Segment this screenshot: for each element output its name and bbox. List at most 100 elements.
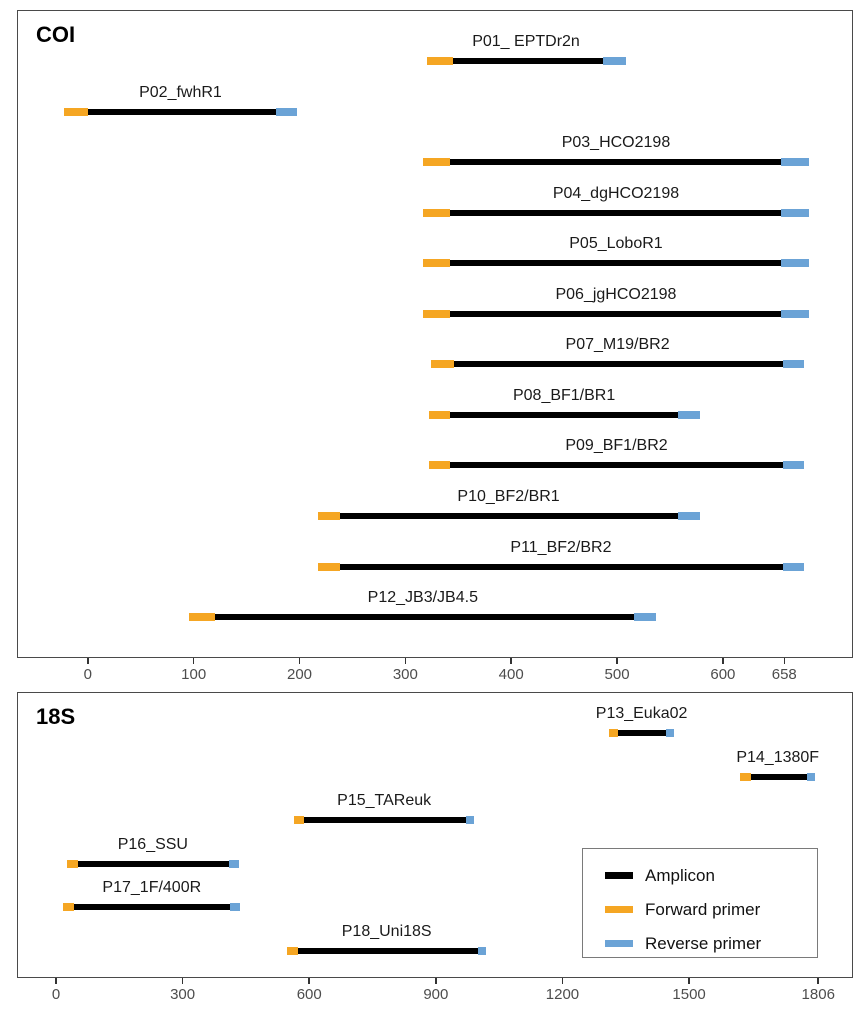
primer-label: P09_BF1/BR2: [565, 437, 668, 455]
legend-swatch-amplicon: [605, 872, 633, 879]
x-axis-tick-label: 200: [287, 666, 313, 683]
x-axis-tick-label: 1200: [545, 986, 580, 1003]
legend-label: Reverse primer: [645, 934, 762, 953]
x-axis-tick: [510, 658, 512, 664]
x-axis-tick: [688, 978, 690, 984]
amplicon-segment: [449, 159, 782, 166]
reverse-primer-segment: [276, 107, 298, 116]
reverse-primer-segment: [781, 208, 809, 217]
primer-label: P01_ EPTDr2n: [472, 33, 580, 50]
primer-label: P08_BF1/BR1: [512, 386, 616, 404]
x-axis-tick: [55, 978, 57, 984]
x-axis-tick-label: 500: [604, 666, 630, 683]
forward-primer-segment: [428, 461, 450, 470]
x-axis-tick: [722, 658, 724, 664]
x-axis-tick: [616, 658, 618, 664]
x-axis-tick-label: 300: [170, 986, 196, 1003]
forward-primer-segment: [66, 859, 78, 868]
primer-label: P06_jgHCO2198: [555, 285, 677, 303]
legend-label: Amplicon: [645, 866, 715, 885]
primer-label: P02_fwhR1: [139, 83, 222, 101]
x-axis-tick: [298, 658, 301, 664]
legend-label: Forward primer: [645, 900, 761, 919]
x-axis-tick: [435, 978, 437, 984]
reverse-primer-segment: [807, 772, 816, 781]
amplicon-segment: [449, 411, 679, 418]
legend-swatch-reverse: [605, 940, 633, 947]
primer-label: P07_M19/BR2: [565, 336, 670, 354]
legend-item: Reverse primer: [583, 927, 817, 961]
reverse-primer-segment: [781, 259, 809, 268]
reverse-primer-segment: [678, 410, 700, 419]
amplicon-segment: [454, 361, 784, 368]
x-axis-tick-label: 658: [771, 666, 797, 683]
panel-coi-title: COI: [36, 22, 76, 47]
forward-primer-segment: [426, 57, 453, 65]
x-axis-tick-label: 1806: [801, 986, 835, 1003]
x-axis-tick-label: 900: [423, 986, 449, 1003]
reverse-primer-segment: [229, 859, 239, 868]
amplicon-segment: [449, 209, 782, 216]
forward-primer-segment: [317, 562, 340, 571]
reverse-primer-segment: [666, 729, 675, 737]
x-axis-tick: [192, 658, 195, 664]
legend-item: Amplicon: [583, 859, 817, 893]
primer-label: P15_TAReuk: [337, 792, 432, 810]
x-axis-tick-label: 300: [392, 666, 418, 683]
forward-primer-segment: [608, 729, 618, 737]
amplicon-segment: [751, 773, 808, 780]
x-axis-tick-label: 600: [296, 986, 322, 1003]
x-axis-tick-label: 0: [51, 986, 61, 1003]
x-axis-tick: [404, 658, 407, 664]
reverse-primer-segment: [783, 360, 805, 369]
amplicon-segment: [339, 563, 784, 570]
forward-primer-segment: [423, 309, 450, 318]
forward-primer-segment: [317, 511, 340, 520]
reverse-primer-segment: [781, 158, 809, 167]
primer-label: P10_BF2/BR1: [457, 487, 560, 505]
forward-primer-segment: [294, 816, 305, 825]
amplicon-segment: [297, 948, 479, 954]
amplicon-segment: [339, 512, 679, 519]
primer-label: P14_1380F: [736, 748, 820, 766]
x-axis-tick-label: 400: [498, 666, 524, 683]
forward-primer-segment: [430, 360, 455, 369]
panel-coi: [17, 10, 853, 658]
x-axis-tick-label: 600: [710, 666, 736, 683]
forward-primer-segment: [740, 772, 752, 781]
amplicon-segment: [452, 58, 604, 64]
legend-swatch-forward: [605, 906, 633, 913]
primer-label: P16_SSU: [117, 835, 188, 853]
primer-label: P17_1F/400R: [102, 879, 202, 897]
x-axis-tick-label: 100: [181, 666, 207, 683]
reverse-primer-segment: [603, 57, 626, 65]
legend-item: Forward primer: [583, 893, 817, 927]
forward-primer-segment: [423, 208, 450, 217]
forward-primer-segment: [423, 158, 450, 167]
reverse-primer-segment: [478, 947, 487, 955]
amplicon-segment: [87, 108, 277, 115]
amplicon-segment: [304, 817, 467, 824]
x-axis-tick: [308, 978, 310, 984]
forward-primer-segment: [428, 410, 450, 419]
amplicon-segment: [449, 462, 784, 469]
amplicon-segment: [74, 904, 231, 911]
amplicon-segment: [214, 614, 634, 621]
reverse-primer-segment: [633, 613, 657, 622]
x-axis-tick-label: 1500: [672, 986, 706, 1003]
x-axis-tick: [783, 658, 785, 664]
primer-label: P11_BF2/BR2: [510, 538, 612, 556]
primer-label: P05_LoboR1: [569, 235, 663, 253]
reverse-primer-segment: [781, 309, 809, 318]
primer-label: P18_Uni18S: [341, 923, 432, 940]
primer-label: P12_JB3/JB4.5: [367, 589, 478, 607]
forward-primer-segment: [63, 107, 88, 116]
amplicon-segment: [617, 730, 667, 736]
reverse-primer-segment: [783, 461, 805, 470]
primer-label: P03_HCO2198: [561, 134, 671, 152]
primer-label: P04_dgHCO2198: [552, 184, 680, 202]
legend: Amplicon Forward primer Reverse primer: [582, 848, 818, 958]
amplicon-segment: [449, 310, 782, 317]
x-axis-tick: [561, 978, 564, 984]
